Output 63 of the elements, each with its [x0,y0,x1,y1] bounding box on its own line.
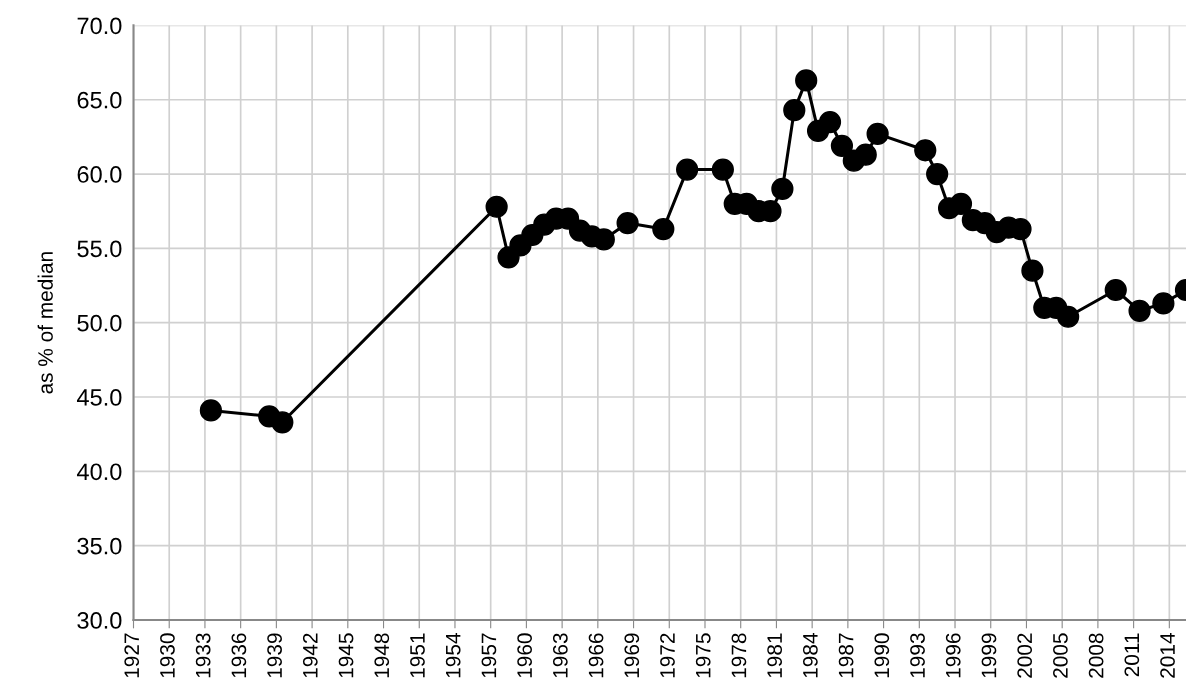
point [795,69,818,92]
point [854,143,877,166]
point [1021,259,1044,282]
point [1152,292,1175,315]
x-tick-label: 1933 [195,633,211,678]
point [271,411,294,434]
x-tick-label: 2011 [1124,633,1140,677]
point [485,195,508,218]
x-tick-label: 2014 [1160,633,1175,678]
point [616,211,639,235]
x-tick-label: 1978 [731,633,747,678]
point [914,139,937,162]
point [771,177,794,201]
point [1057,305,1080,328]
x-tick-label: 1948 [374,633,390,678]
point [830,134,854,157]
x-tick-label: 1963 [552,633,568,678]
x-tick-label: 1945 [338,633,354,678]
x-tick-label: 1942 [302,633,318,678]
y-axis-title: as % of median [37,252,53,394]
x-tick-label: 1984 [802,633,818,678]
y-tick-label: 65.0 [77,91,122,109]
x-tick-label: 1987 [838,633,854,678]
point [592,228,615,251]
y-tick-label: 30.0 [77,612,122,629]
y-tick-label: 70.0 [77,17,122,35]
x-tick-label: 1996 [945,633,961,678]
point [866,122,889,146]
point [1104,278,1127,302]
y-tick-label: 60.0 [77,166,122,183]
x-tick-label: 1927 [124,633,140,678]
x-tick-label: 1954 [445,633,461,678]
x-tick-label: 1930 [160,633,175,678]
y-tick-label: 50.0 [77,314,122,332]
x-tick-label: 2002 [1017,633,1033,678]
x-tick-label: 1975 [695,633,711,678]
point [783,99,806,122]
y-tick-label: 40.0 [76,463,122,481]
x-tick-label: 2008 [1088,633,1104,678]
y-tick-label: 45.0 [76,389,122,406]
x-tick-label: 1966 [588,633,604,678]
point [652,217,675,241]
x-tick-label: 1939 [267,633,282,678]
x-tick-label: 1960 [517,633,532,678]
point [818,110,842,134]
x-tick-label: 1972 [660,633,675,678]
x-tick-label: 2005 [1053,633,1068,678]
x-tick-label: 1936 [231,633,247,678]
point [676,158,699,181]
point [199,399,223,422]
point [926,162,949,186]
x-tick-label: 1981 [767,633,783,678]
x-tick-label: 1993 [910,633,925,678]
x-tick-label: 1999 [981,633,997,678]
y-tick-label: 55.0 [77,240,122,258]
x-tick-label: 1951 [410,633,425,678]
x-tick-label: 1957 [481,633,497,678]
x-tick-label: 1990 [874,633,890,678]
x-tick-label: 1969 [624,633,640,678]
y-tick-label: 35.0 [77,537,122,555]
point [711,158,734,181]
point [1128,299,1151,322]
point [949,192,973,215]
